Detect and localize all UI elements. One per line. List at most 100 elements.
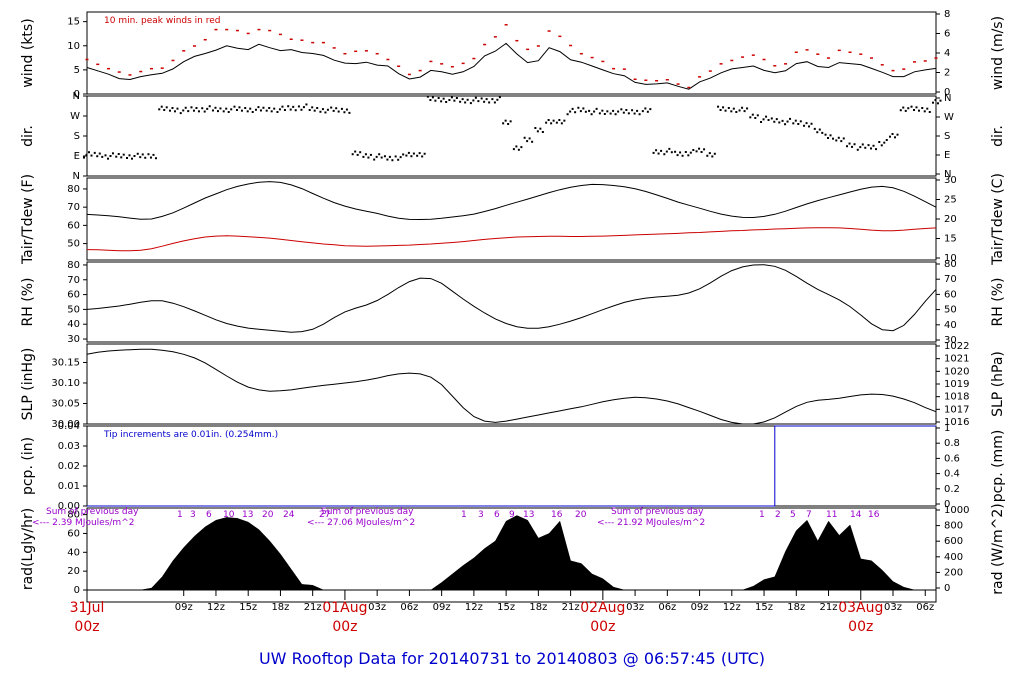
peak-wind-mark [687, 86, 691, 89]
peak-wind-mark [418, 69, 422, 72]
time-tick-label: 09z [175, 602, 193, 613]
dir-point [821, 131, 824, 134]
dir-point [816, 131, 819, 134]
dir-point [335, 107, 338, 110]
dir-point [722, 106, 725, 109]
dir-point [813, 127, 816, 130]
rad-hour-marker: 20 [262, 510, 274, 520]
peak-wind-mark [923, 60, 927, 62]
dir-point [343, 111, 346, 114]
peak-wind-mark [773, 65, 777, 67]
time-tick-label: 15z [497, 602, 515, 613]
peak-wind-mark [235, 29, 239, 32]
dir-point [502, 122, 505, 125]
dir-point [265, 109, 268, 112]
right-tick-label-rad: 200 [944, 567, 963, 578]
peak-wind-mark [504, 24, 508, 26]
peak-wind-mark [601, 60, 605, 63]
dir-point [136, 152, 139, 155]
dir-point [829, 134, 832, 137]
dir-point [201, 107, 204, 110]
dir-point [448, 99, 451, 101]
dir-point [240, 109, 243, 112]
dir-point [453, 99, 456, 102]
dir-point [246, 110, 249, 113]
right-axis-title-temp: Tair/Tdew (C) [990, 173, 1006, 266]
dir-point [708, 152, 711, 155]
left-tick-label-slp: 30.05 [51, 398, 80, 409]
peak-wind-mark [644, 79, 648, 81]
dir-point [184, 106, 187, 109]
right-tick-label-dir: N [944, 93, 951, 104]
right-tick-label-temp: 25 [944, 195, 957, 206]
dir-point [676, 154, 679, 157]
dir-point [292, 105, 295, 108]
dir-point [923, 110, 926, 113]
dir-point [429, 99, 432, 101]
left-tick-label-rad: 80 [67, 510, 80, 521]
dir-point [254, 108, 257, 111]
dir-point [345, 108, 348, 111]
panel-frame-dir [86, 95, 937, 177]
dir-point [603, 113, 606, 115]
dir-point [765, 115, 768, 118]
dir-point [326, 108, 329, 111]
dir-point [472, 99, 475, 102]
dir-point [631, 109, 634, 112]
dir-point [491, 98, 494, 101]
panel-frame-slp [86, 343, 937, 425]
peak-wind-mark [85, 58, 89, 61]
left-tick-label-rad: 60 [67, 528, 80, 539]
dir-point [340, 107, 343, 110]
rad-sum-value: <--- 21.92 MJoules/m^2 [597, 518, 705, 528]
dir-point [101, 155, 104, 158]
dir-point [781, 119, 784, 122]
dir-point [864, 146, 867, 149]
dir-point [410, 155, 413, 158]
dir-point [541, 131, 544, 133]
dir-point [402, 153, 405, 156]
dir-point [474, 96, 477, 99]
dir-point [531, 140, 534, 143]
right-tick-label-rad: 0 [944, 583, 950, 594]
dir-point [233, 105, 236, 108]
left-tick-label-wind: 5 [74, 65, 80, 76]
dir-point [896, 133, 899, 136]
dir-point [96, 155, 99, 158]
dir-point [120, 156, 123, 159]
peak-wind-mark [730, 59, 734, 62]
right-tick-label-slp: 1022 [944, 341, 969, 352]
peak-wind-mark [902, 68, 906, 70]
day-label-date: 02Aug [580, 600, 625, 616]
peak-wind-mark [192, 45, 196, 47]
left-tick-label-slp: 30.00 [51, 419, 80, 430]
dir-point [440, 100, 443, 103]
dir-point [154, 157, 157, 160]
dir-point [399, 156, 402, 159]
peak-wind-mark [816, 53, 820, 55]
dir-point [622, 111, 625, 114]
series-line-rh-0 [86, 264, 937, 333]
peak-wind-mark [160, 67, 164, 69]
dir-point [520, 146, 523, 149]
dir-point [700, 151, 703, 153]
left-tick-label-dir: N [73, 91, 80, 102]
left-axis-title-temp: Tair/Tdew (F) [20, 174, 36, 265]
dir-point [230, 108, 233, 111]
dir-point [880, 144, 883, 147]
right-tick-label-dir: E [944, 150, 950, 161]
left-tick-label-dir: N [73, 171, 80, 182]
peak-wind-mark [225, 28, 229, 31]
peak-wind-mark [891, 69, 895, 72]
dir-point [477, 100, 480, 103]
right-tick-label-dir: W [944, 112, 954, 123]
dir-point [808, 125, 811, 128]
dir-point [913, 109, 916, 111]
rad-hour-marker: 3 [190, 510, 196, 520]
peak-wind-mark [268, 29, 272, 32]
right-tick-label-pcp: 0.8 [944, 438, 960, 449]
peak-wind-mark [440, 63, 444, 65]
rad-hour-marker: 16 [868, 510, 880, 520]
rad-hour-marker: 10 [223, 510, 235, 520]
peak-wind-mark [934, 57, 938, 59]
